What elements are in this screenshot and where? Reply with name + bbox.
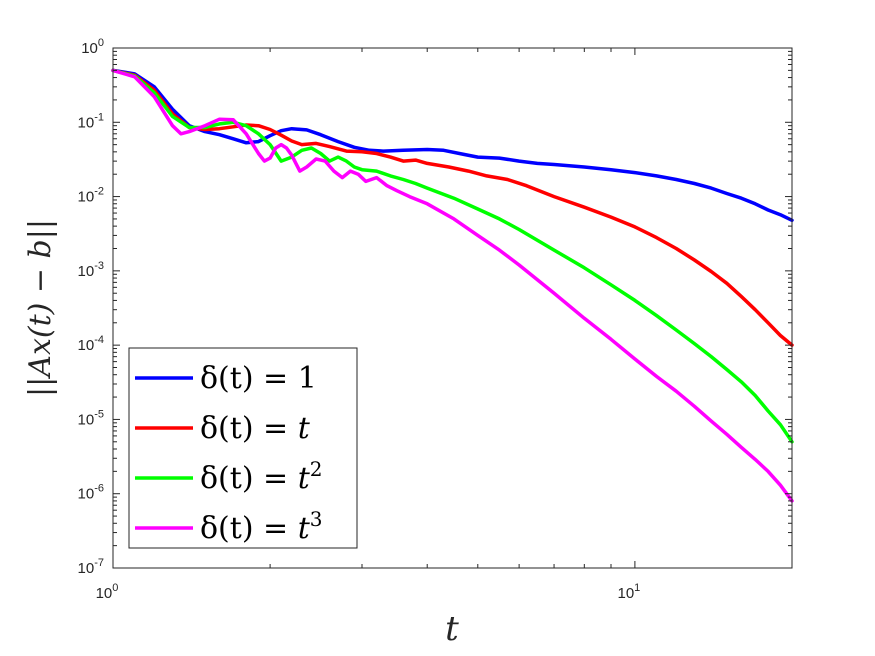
legend-box bbox=[128, 347, 358, 549]
x-tick-label: 101 bbox=[617, 582, 640, 602]
legend: δ(t) = 1 δ(t) = t δ(t) = t2 δ(t) = t3 bbox=[128, 347, 358, 549]
series-line-2 bbox=[111, 68, 794, 347]
ticks-layer: 100 101 100 10-1 10-2 10-3 10-4 10-5 10-6 10-7 bbox=[78, 37, 793, 602]
series-layer bbox=[111, 68, 794, 503]
series-line-4 bbox=[111, 68, 794, 503]
y-tick-label: 10-1 bbox=[78, 111, 104, 131]
series-line-1 bbox=[111, 68, 794, 223]
y-tick-label: 10-2 bbox=[78, 186, 104, 206]
legend-label: δ(t) = t2 bbox=[200, 457, 323, 496]
plot-frame bbox=[112, 47, 793, 569]
y-tick-label: 100 bbox=[81, 37, 104, 57]
x-axis-label: t bbox=[445, 609, 459, 649]
y-tick-label: 10-5 bbox=[78, 408, 104, 428]
y-tick-label: 10-7 bbox=[78, 557, 104, 577]
y-axis-label: ||Ax(t) − b|| bbox=[23, 219, 58, 397]
y-tick-label: 10-6 bbox=[78, 483, 104, 503]
legend-label: δ(t) = t bbox=[200, 411, 311, 446]
legend-label: δ(t) = 1 bbox=[200, 361, 317, 396]
legend-label: δ(t) = t3 bbox=[200, 507, 323, 546]
y-tick-label: 10-3 bbox=[78, 260, 104, 280]
labels-layer: t ||Ax(t) − b|| bbox=[23, 219, 459, 649]
y-tick-label: 10-4 bbox=[78, 334, 104, 354]
x-tick-label: 100 bbox=[96, 582, 119, 602]
